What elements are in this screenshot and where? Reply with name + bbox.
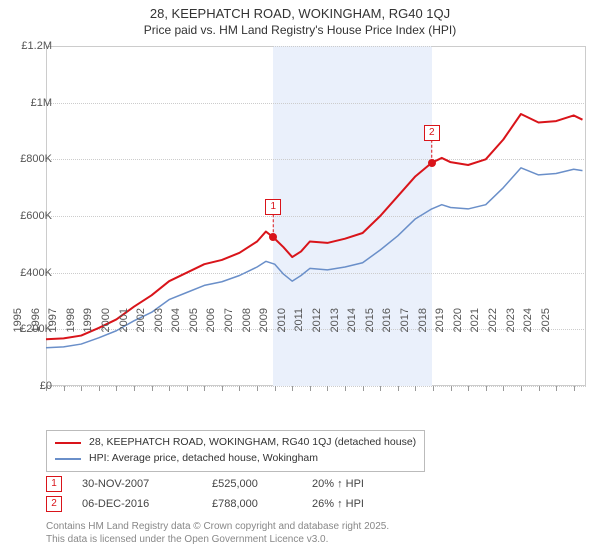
footer-line2: This data is licensed under the Open Gov… xyxy=(46,533,389,546)
x-tick xyxy=(363,386,364,391)
x-tick xyxy=(275,386,276,391)
x-tick xyxy=(169,386,170,391)
footer-line1: Contains HM Land Registry data © Crown c… xyxy=(46,520,389,533)
x-tick xyxy=(99,386,100,391)
y-axis-label: £800K xyxy=(2,153,52,165)
x-axis-label: 2002 xyxy=(135,308,147,344)
x-axis-label: 2008 xyxy=(241,308,253,344)
series-subject xyxy=(46,114,582,339)
marker-table-row: 1 30-NOV-2007£525,00020% ↑ HPI xyxy=(46,474,432,494)
x-axis-label: 2004 xyxy=(170,308,182,344)
x-tick xyxy=(257,386,258,391)
x-tick xyxy=(503,386,504,391)
x-tick xyxy=(398,386,399,391)
x-tick xyxy=(81,386,82,391)
x-axis-label: 2010 xyxy=(276,308,288,344)
x-axis-label: 2013 xyxy=(329,308,341,344)
x-axis-label: 2001 xyxy=(118,308,130,344)
x-axis-label: 2014 xyxy=(346,308,358,344)
x-axis-label: 2017 xyxy=(399,308,411,344)
marker-dot xyxy=(269,233,277,241)
marker-table-price: £788,000 xyxy=(212,498,312,510)
x-axis-label: 1996 xyxy=(30,308,42,344)
x-axis-label: 2020 xyxy=(452,308,464,344)
legend-item: 28, KEEPHATCH ROAD, WOKINGHAM, RG40 1QJ … xyxy=(55,435,416,451)
y-axis-label: £600K xyxy=(2,210,52,222)
x-axis-label: 2016 xyxy=(381,308,393,344)
marker-table-delta: 26% ↑ HPI xyxy=(312,498,432,510)
x-axis-label: 2021 xyxy=(469,308,481,344)
x-axis-label: 2009 xyxy=(258,308,270,344)
x-tick xyxy=(239,386,240,391)
x-tick xyxy=(187,386,188,391)
x-axis-label: 2011 xyxy=(293,308,305,344)
marker-table-date: 30-NOV-2007 xyxy=(82,478,212,490)
x-axis-label: 2024 xyxy=(522,308,534,344)
x-tick xyxy=(433,386,434,391)
x-tick xyxy=(204,386,205,391)
x-axis-label: 2025 xyxy=(540,308,552,344)
x-tick xyxy=(539,386,540,391)
legend-label: HPI: Average price, detached house, Woki… xyxy=(89,451,318,467)
chart-container: 28, KEEPHATCH ROAD, WOKINGHAM, RG40 1QJ … xyxy=(0,0,600,560)
x-axis-label: 2022 xyxy=(487,308,499,344)
x-axis-label: 2012 xyxy=(311,308,323,344)
legend-label: 28, KEEPHATCH ROAD, WOKINGHAM, RG40 1QJ … xyxy=(89,435,416,451)
x-tick xyxy=(521,386,522,391)
marker-table-delta: 20% ↑ HPI xyxy=(312,478,432,490)
x-tick xyxy=(380,386,381,391)
x-axis-label: 2005 xyxy=(188,308,200,344)
x-tick xyxy=(292,386,293,391)
x-tick xyxy=(556,386,557,391)
marker-table: 1 30-NOV-2007£525,00020% ↑ HPI 2 06-DEC-201… xyxy=(46,474,432,514)
x-axis-label: 1997 xyxy=(47,308,59,344)
x-axis-label: 2015 xyxy=(364,308,376,344)
marker-table-row: 2 06-DEC-2016£788,00026% ↑ HPI xyxy=(46,494,432,514)
x-axis-label: 2000 xyxy=(100,308,112,344)
x-axis-label: 2003 xyxy=(153,308,165,344)
gridline xyxy=(46,386,586,387)
marker-table-date: 06-DEC-2016 xyxy=(82,498,212,510)
y-axis-label: £400K xyxy=(2,267,52,279)
footer-attribution: Contains HM Land Registry data © Crown c… xyxy=(46,520,389,546)
y-axis-label: £1.2M xyxy=(2,40,52,52)
x-axis-label: 2006 xyxy=(205,308,217,344)
x-axis-label: 2023 xyxy=(505,308,517,344)
x-tick xyxy=(486,386,487,391)
x-tick xyxy=(134,386,135,391)
x-tick xyxy=(468,386,469,391)
legend-swatch xyxy=(55,458,81,460)
chart-title-line1: 28, KEEPHATCH ROAD, WOKINGHAM, RG40 1QJ xyxy=(0,0,600,23)
y-axis-label: £1M xyxy=(2,97,52,109)
x-tick xyxy=(574,386,575,391)
chart-title-line2: Price paid vs. HM Land Registry's House … xyxy=(0,23,600,41)
x-axis-label: 1999 xyxy=(82,308,94,344)
x-tick xyxy=(64,386,65,391)
marker-table-id: 2 xyxy=(46,496,62,512)
legend-box: 28, KEEPHATCH ROAD, WOKINGHAM, RG40 1QJ … xyxy=(46,430,425,472)
x-tick xyxy=(327,386,328,391)
x-tick xyxy=(451,386,452,391)
x-tick xyxy=(415,386,416,391)
x-axis-label: 2018 xyxy=(417,308,429,344)
y-axis-label: £0 xyxy=(2,380,52,392)
marker-table-id: 1 xyxy=(46,476,62,492)
marker-label: 1 xyxy=(265,199,281,215)
legend-swatch xyxy=(55,442,81,444)
x-axis-label: 1998 xyxy=(65,308,77,344)
marker-table-price: £525,000 xyxy=(212,478,312,490)
x-axis-label: 2019 xyxy=(434,308,446,344)
y-axis-label: £200K xyxy=(2,323,52,335)
x-axis-label: 2007 xyxy=(223,308,235,344)
marker-label: 2 xyxy=(424,125,440,141)
x-tick xyxy=(310,386,311,391)
legend-item: HPI: Average price, detached house, Woki… xyxy=(55,451,416,467)
marker-dot xyxy=(428,159,436,167)
x-tick xyxy=(222,386,223,391)
x-tick xyxy=(116,386,117,391)
x-tick xyxy=(345,386,346,391)
x-axis-label: 1995 xyxy=(12,308,24,344)
x-tick xyxy=(152,386,153,391)
